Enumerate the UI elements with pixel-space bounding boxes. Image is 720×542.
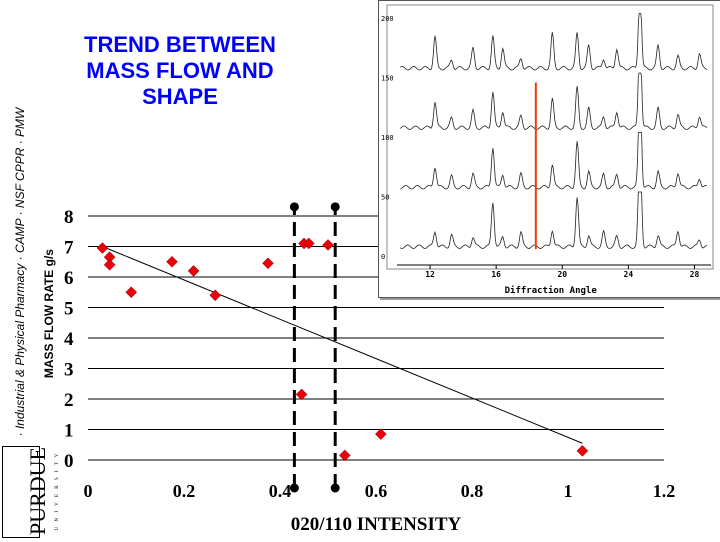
y-tick-label: 1 [64,421,74,442]
x-tick-label: 0.6 [365,481,388,501]
x-tick-label: 1.2 [653,481,676,501]
data-point [96,242,109,254]
data-point [125,286,138,299]
data-point [374,428,387,440]
x-tick-label: 0.2 [173,481,196,501]
xrd-x-tick-label: 24 [624,270,634,279]
xrd-trace-pattern-1 [400,191,708,249]
xrd-y-tick-label: 0 [381,253,385,261]
x-tick-label: 1 [564,481,573,501]
data-point [209,289,222,302]
xrd-inset-svg: 0 50 100 150 200 12 16 20 24 28 Diffraction Angle [381,4,714,296]
sidebar-band: · Industrial & Physical Pharmacy · CAMP … [0,0,60,540]
y-tick-label: 6 [64,268,74,289]
y-axis-label: MASS FLOW RATE g/s [42,249,56,378]
xrd-x-axis-label: Diffraction Angle [505,285,598,296]
xrd-y-tick-label: 200 [381,15,394,23]
y-tick-label: 5 [64,299,74,320]
slide-title: TREND BETWEEN MASS FLOW AND SHAPE [84,32,276,109]
data-point [338,449,351,462]
xrd-x-tick-label: 20 [557,270,567,279]
dashed-marker-bottom-dot-2 [330,483,340,493]
y-tick-label: 8 [64,207,74,228]
x-tick-label: 0 [84,481,93,501]
x-axis-label: 020/110 INTENSITY [291,514,462,535]
data-point [322,239,334,251]
purdue-logo: PURDUE U N I V E R S I T Y [2,446,60,538]
dashed-marker-bottom-dot-1 [289,483,299,493]
data-point [103,258,116,271]
xrd-trace-pattern-3 [400,72,708,130]
y-tick-label: 7 [64,238,74,259]
xrd-x-tick-label: 28 [690,270,700,279]
data-point [576,444,589,457]
dashed-marker-top-dot-1 [289,202,299,212]
xrd-inset-chart: 0 50 100 150 200 12 16 20 24 28 Diffraction Angle [378,0,720,298]
y-tick-label: 3 [64,360,74,381]
data-point [166,255,178,268]
xrd-trace-pattern-4 [400,13,708,71]
y-tick-label: 0 [64,451,74,472]
y-tick-label: 4 [64,329,74,350]
data-point [302,237,315,250]
xrd-y-tick-label: 50 [381,194,389,202]
xrd-y-tick-label: 150 [381,75,394,83]
xrd-trace-pattern-2 [400,132,708,190]
xrd-y-tick-label: 100 [381,134,394,142]
xrd-x-tick-label: 12 [425,270,435,279]
dashed-marker-top-dot-2 [330,202,340,212]
xrd-x-tick-label: 16 [491,270,501,279]
y-tick-label: 2 [64,390,74,411]
data-point [295,388,308,401]
x-tick-label: 0.8 [461,481,484,501]
data-point [262,257,274,270]
x-tick-label: 0.4 [269,481,292,501]
trendline [102,246,583,444]
data-point [187,265,200,277]
